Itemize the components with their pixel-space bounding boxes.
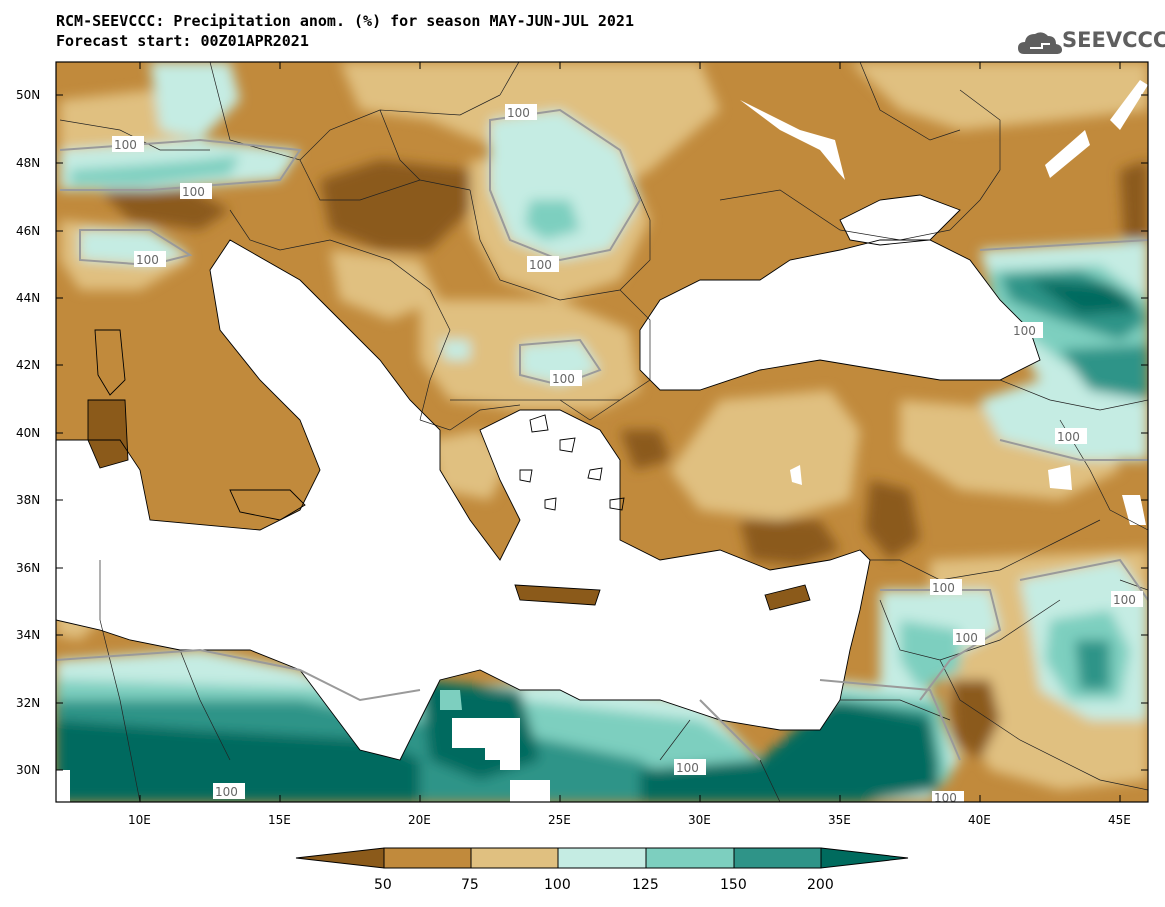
contour-label: 100 [676,761,699,775]
contour-label: 100 [215,785,238,799]
contour-label: 100 [955,631,978,645]
forecast-start-label: Forecast start: 00Z01APR2021 [56,32,309,50]
lon-tick-label: 30E [688,813,711,827]
country-borders [59,62,1148,802]
contour-label: 100 [507,106,530,120]
contour-label: 100 [136,253,159,267]
contour-label: 100 [934,791,957,805]
lon-tick-label: 25E [548,813,571,827]
colorbar-segment [557,847,647,869]
lon-tick-label: 35E [828,813,851,827]
colorbar-segment [295,847,385,869]
colorbar-segment [470,847,559,869]
lat-tick-label: 48N [16,156,40,170]
colorbar-segment [383,847,472,869]
anomaly-field: 100 100 100 100 100 100 100 100 100 100 … [56,62,1148,805]
map-frame [55,61,1149,803]
contour-label: 100 [182,185,205,199]
contour-label: 100 [1113,593,1136,607]
colorbar-segment [645,847,735,869]
lat-tick-label: 50N [16,88,40,102]
contour-label: 100 [1057,430,1080,444]
lon-tick-label: 40E [968,813,991,827]
contour-label: 100 [552,372,575,386]
lat-tick-label: 30N [16,763,40,777]
colorbar-label: 125 [632,877,659,893]
map-title: RCM-SEEVCCC: Precipitation anom. (%) for… [56,12,634,30]
lon-tick-label: 45E [1108,813,1131,827]
cloud-icon [1018,32,1062,54]
lat-ticks [56,94,1148,771]
lat-tick-label: 46N [16,224,40,238]
contour-label: 100 [114,138,137,152]
contour-labels: 100 100 100 100 100 100 100 100 100 100 … [112,104,1143,805]
logo-text: SEEVCCC [1062,28,1165,52]
lat-tick-label: 40N [16,426,40,440]
colorbar-label: 200 [807,877,834,893]
colorbar-label: 50 [374,877,392,893]
colorbar-label: 75 [461,877,479,893]
colorbar-segment [820,847,909,869]
lat-tick-label: 34N [16,628,40,642]
lat-tick-label: 44N [16,291,40,305]
lat-tick-label: 32N [16,696,40,710]
sea-mask [56,195,1040,760]
colorbar-labels: 50 75 100 125 150 200 [374,877,834,893]
lon-tick-labels: 10E 15E 20E 25E 30E 35E 40E 45E [128,813,1131,827]
lat-tick-label: 36N [16,561,40,575]
lon-tick-label: 10E [128,813,151,827]
lon-tick-label: 20E [408,813,431,827]
lat-tick-label: 38N [16,493,40,507]
lat-tick-labels: 50N 48N 46N 44N 42N 40N 38N 36N 34N 32N … [16,88,40,777]
colorbar-segment [733,847,822,869]
coastlines [56,194,1041,761]
contour-label: 100 [529,258,552,272]
colorbar-label: 150 [720,877,747,893]
contour-label: 100 [932,581,955,595]
contour-label: 100 [1013,324,1036,338]
lat-tick-label: 42N [16,358,40,372]
lon-tick-label: 15E [268,813,291,827]
lon-ticks [139,62,1121,802]
colorbar-label: 100 [544,877,571,893]
colorbar [295,847,909,869]
